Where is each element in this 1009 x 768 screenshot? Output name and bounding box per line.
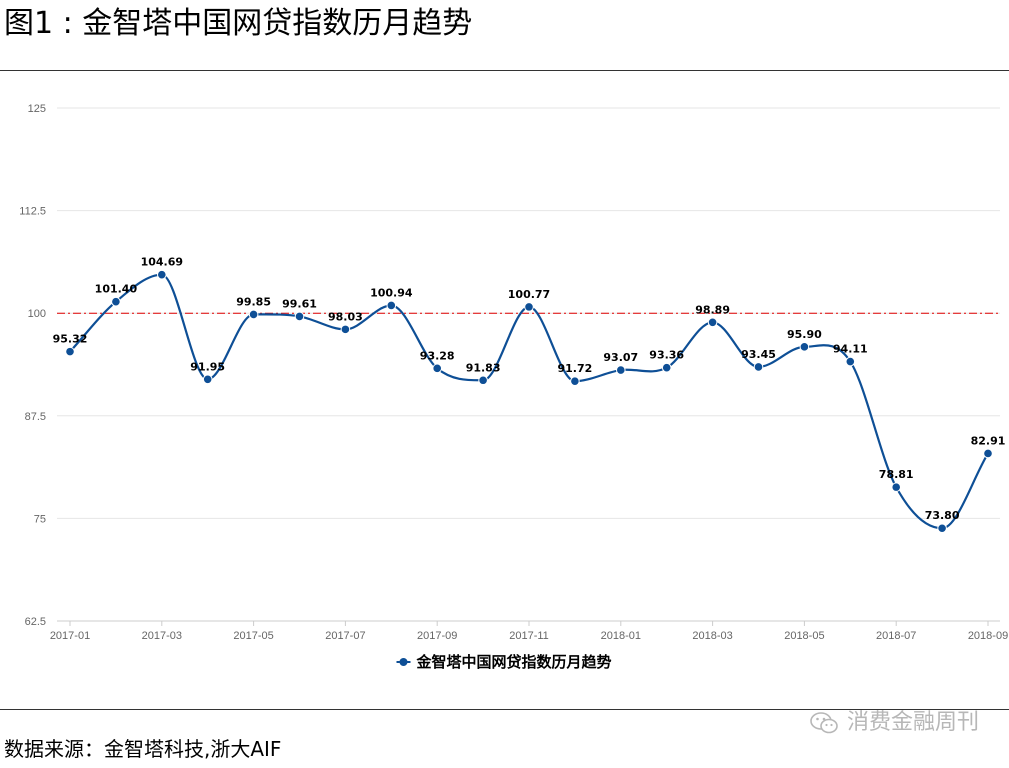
legend-label: 金智塔中国网贷指数历月趋势: [415, 653, 611, 671]
x-tick-label: 2018-03: [692, 630, 732, 642]
x-tick-label: 2018-09: [968, 630, 1008, 642]
x-tick-label: 2017-01: [50, 630, 90, 642]
data-point-2018-03: [707, 317, 718, 328]
data-point-2018-09: [983, 448, 993, 459]
data-point-2017-01: [65, 346, 75, 357]
data-point-2018-07: [891, 482, 902, 492]
data-label: 82.91: [971, 434, 1006, 447]
data-point-2017-08: [386, 300, 397, 311]
y-tick-label: 125: [28, 103, 46, 115]
x-tick-label: 2017-05: [233, 630, 273, 642]
data-label: 91.95: [190, 360, 225, 373]
data-point-2017-04: [202, 374, 213, 385]
data-point-2017-06: [294, 311, 305, 322]
data-point-2018-02: [661, 362, 672, 373]
legend: 金智塔中国网贷指数历月趋势: [396, 653, 612, 671]
data-point-2017-07: [340, 324, 351, 335]
data-point-2017-05: [248, 309, 259, 320]
data-label: 93.28: [420, 349, 455, 362]
data-label: 94.11: [833, 343, 868, 356]
data-label: 98.03: [328, 310, 363, 323]
data-label: 93.45: [741, 348, 776, 361]
data-point-2017-03: [157, 269, 167, 280]
data-point-2017-12: [570, 376, 580, 386]
watermark-text: 消费金融周刊: [846, 710, 979, 735]
data-point-2018-05: [799, 342, 810, 352]
data-point-2018-04: [753, 362, 764, 372]
data-label: 93.07: [603, 351, 638, 364]
data-point-2018-06: [845, 356, 856, 367]
y-tick-label: 62.5: [25, 616, 46, 628]
x-tick-label: 2018-01: [601, 630, 641, 642]
x-tick-label: 2017-11: [509, 630, 549, 642]
data-label: 93.36: [649, 349, 684, 362]
data-point-2017-09: [432, 363, 443, 374]
data-label: 73.80: [925, 509, 960, 522]
y-tick-label: 100: [28, 308, 46, 320]
data-label: 99.61: [282, 297, 317, 310]
figure-title: 图1 : 金智塔中国网贷指数历月趋势: [4, 6, 473, 41]
data-label: 100.77: [508, 288, 550, 301]
data-point-2018-08: [937, 523, 947, 534]
data-label: 91.83: [466, 361, 501, 374]
data-point-2017-10: [478, 375, 488, 386]
data-label: 104.69: [141, 256, 183, 269]
top-divider: [0, 70, 1009, 71]
x-tick-label: 2017-09: [417, 630, 457, 642]
data-point-2017-02: [111, 296, 121, 307]
data-label: 95.90: [787, 328, 822, 341]
wechat-icon: [810, 712, 838, 734]
x-tick-label: 2017-03: [142, 630, 182, 642]
data-label: 78.81: [879, 468, 914, 481]
y-tick-label: 87.5: [25, 411, 46, 423]
y-tick-label: 75: [34, 513, 46, 525]
source-note: 数据来源：金智塔科技,浙大AIF: [4, 737, 282, 761]
data-label: 95.32: [53, 333, 88, 346]
data-label: 99.85: [236, 295, 271, 308]
data-point-2017-11: [524, 302, 534, 312]
x-tick-label: 2018-07: [876, 630, 916, 642]
data-label: 98.89: [695, 303, 730, 316]
data-labels: 95.32 101.40 104.69 91.95 99.85 99.61 98.03 100…: [53, 256, 1006, 523]
legend-swatch-marker: [399, 658, 408, 666]
series: [65, 269, 993, 534]
x-tick-label: 2017-07: [325, 630, 365, 642]
data-label: 100.94: [370, 286, 413, 299]
x-tick-label: 2018-05: [784, 630, 824, 642]
data-point-2018-01: [616, 365, 626, 375]
y-tick-label: 112.5: [19, 206, 46, 218]
data-label: 101.40: [95, 283, 138, 296]
bottom-divider: [0, 709, 1009, 710]
y-axis-ticks: 62.5 75 87.5 100 112.5 125: [19, 103, 46, 628]
x-axis-ticks: 2017-01 2017-03 2017-05 2017-07 2017-09 2017-…: [50, 621, 1008, 642]
data-label: 91.72: [558, 362, 593, 375]
watermark: 消费金融周刊: [809, 708, 979, 738]
